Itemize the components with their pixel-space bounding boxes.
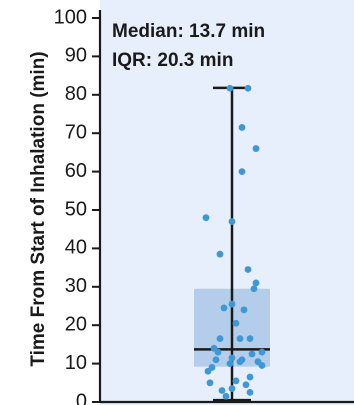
data-point [236,335,244,343]
y-tick-label: 0 [76,390,87,405]
data-point [232,319,240,327]
data-point [228,354,236,362]
data-point [242,381,250,389]
y-axis-label: Time From Start of Inhalation (min) [28,51,49,366]
y-tick-label: 90 [65,45,87,67]
y-tick-label: 10 [65,352,87,374]
data-point [226,360,234,367]
data-point [216,250,224,258]
iqr-annotation: IQR: 20.3 min [112,50,233,71]
data-point [246,373,254,381]
y-tick-label: 70 [65,121,87,143]
box-group [194,86,270,402]
data-point [228,300,236,308]
data-point [236,358,244,366]
y-tick-label: 40 [65,237,87,259]
data-point [244,266,252,273]
data-point [252,279,260,287]
y-tick-label: 80 [65,83,87,105]
y-tick-label: 50 [65,198,87,220]
y-tick-label: 30 [65,275,87,297]
data-points [202,84,266,400]
data-point [246,389,254,396]
data-point [248,350,256,358]
data-point [244,84,252,92]
data-point [228,218,236,225]
data-point [228,385,236,392]
data-point [250,285,258,293]
data-point [258,348,266,356]
data-point [206,379,214,387]
data-point [232,377,240,385]
y-axis-ticks: 0 10 20 30 40 50 60 70 80 90 100 [54,6,100,405]
data-point [238,168,246,176]
data-point [216,335,224,343]
data-point [204,367,212,375]
data-point [218,387,226,394]
y-tick-label: 100 [54,6,87,28]
data-point [252,145,260,152]
data-point [222,392,230,400]
data-point [220,304,228,312]
y-tick-label: 60 [65,160,87,182]
data-point [212,356,220,364]
median-annotation: Median: 13.7 min [112,21,265,42]
data-point [240,306,248,314]
data-point [258,362,266,369]
y-tick-label: 20 [65,313,87,335]
data-point [202,214,210,222]
data-point [238,124,246,131]
data-point [214,348,222,356]
data-point [246,335,254,343]
data-point [226,84,234,92]
